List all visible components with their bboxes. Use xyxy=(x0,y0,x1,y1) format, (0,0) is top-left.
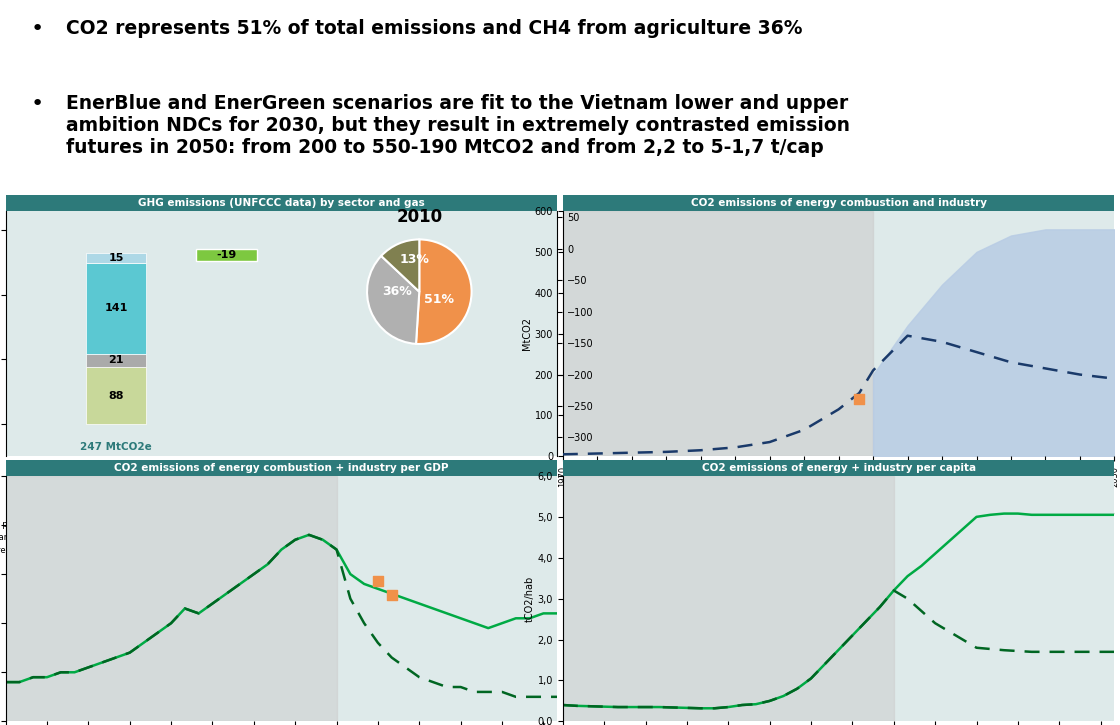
Text: CO2 emissions of energy combustion and industry: CO2 emissions of energy combustion and i… xyxy=(691,198,987,208)
Text: •: • xyxy=(31,20,44,39)
Legend: EnerBlue (NDC), EnerGreen (2°C), GHG combustion & IP (UNFCCC): EnerBlue (NDC), EnerGreen (2°C), GHG com… xyxy=(567,522,731,564)
Text: 13%: 13% xyxy=(399,253,429,266)
Text: GHG emissions (UNFCCC data) by sector and gas: GHG emissions (UNFCCC data) by sector an… xyxy=(138,198,424,208)
Text: 141: 141 xyxy=(104,303,128,313)
Wedge shape xyxy=(381,239,419,291)
Y-axis label: tCO2/hab: tCO2/hab xyxy=(525,576,534,622)
Title: 2010: 2010 xyxy=(396,208,442,226)
Point xyxy=(850,393,868,405)
Text: 21: 21 xyxy=(109,355,123,365)
Text: Source: CCNUCC, NDC, Enerdata: Source: CCNUCC, NDC, Enerdata xyxy=(989,510,1114,519)
Bar xyxy=(563,211,874,456)
Bar xyxy=(85,253,147,262)
Bar xyxy=(6,476,337,721)
Legend: HFCs, PFCs, SF6: HFCs, PFCs, SF6 xyxy=(314,515,454,523)
Text: CO2 emissions of energy + industry per capita: CO2 emissions of energy + industry per c… xyxy=(701,463,976,473)
Bar xyxy=(196,249,256,261)
Bar xyxy=(85,368,147,424)
Bar xyxy=(85,354,147,368)
Text: 247 MtCO2e: 247 MtCO2e xyxy=(80,442,152,452)
Y-axis label: MtCO2: MtCO2 xyxy=(522,317,532,350)
Wedge shape xyxy=(367,256,419,344)
Text: -19: -19 xyxy=(216,249,236,260)
Text: 36%: 36% xyxy=(382,285,412,298)
Wedge shape xyxy=(416,239,472,344)
Text: Source: CCNUCC: Source: CCNUCC xyxy=(470,616,535,624)
Text: 15: 15 xyxy=(109,253,123,262)
Text: EnerBlue and EnerGreen scenarios are fit to the Vietnam lower and upper
ambition: EnerBlue and EnerGreen scenarios are fit… xyxy=(66,94,850,157)
Text: •: • xyxy=(31,94,44,114)
Bar xyxy=(563,476,894,721)
Text: CO2 emissions of energy combustion + industry per GDP: CO2 emissions of energy combustion + ind… xyxy=(114,463,449,473)
Point xyxy=(368,576,386,587)
Text: 51%: 51% xyxy=(424,293,455,306)
Text: CO2 represents 51% of total emissions and CH4 from agriculture 36%: CO2 represents 51% of total emissions an… xyxy=(66,20,803,38)
Bar xyxy=(85,262,147,354)
Point xyxy=(383,589,401,600)
Text: 88: 88 xyxy=(109,391,123,401)
